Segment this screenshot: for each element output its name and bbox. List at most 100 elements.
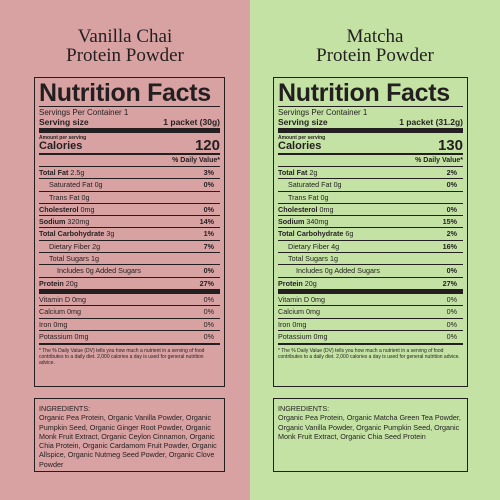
ingredients-text: Organic Pea Protein, Organic Vanilla Pow… bbox=[39, 413, 217, 469]
amount-per-serving: Amount per serving bbox=[39, 135, 87, 141]
nutrient-name: Cholesterol bbox=[39, 204, 79, 214]
serving-size-label: Serving size bbox=[39, 117, 89, 127]
nutrient-name: Includes bbox=[296, 266, 323, 276]
nutrient-row-added-sugars: Includes 0g Added Sugars 0% bbox=[39, 264, 220, 276]
vitamin-dv: 0% bbox=[203, 294, 214, 304]
nutrient-row-trans-fat: Trans Fat 0g bbox=[39, 190, 220, 203]
nutrient-amount: 20g bbox=[304, 278, 317, 288]
nutrient-dv: 0% bbox=[446, 204, 457, 214]
vitamin-row: Calcium 0mg 0% bbox=[39, 305, 220, 317]
nutrient-name: Protein bbox=[39, 278, 64, 288]
nutrition-facts-label: Nutrition Facts Servings Per Container 1… bbox=[34, 77, 225, 387]
nutrient-amount: 1g bbox=[329, 254, 338, 264]
vitamin-name: Vitamin D 0mg bbox=[278, 294, 326, 304]
nutrient-name: Saturated Fat bbox=[288, 180, 332, 190]
calories-label: Calories bbox=[39, 140, 83, 152]
product-title: Vanilla Chai Protein Powder bbox=[0, 27, 250, 65]
nutrient-amount: 6g bbox=[345, 229, 354, 239]
nutrient-row-dietary-fiber: Dietary Fiber 4g 16% bbox=[278, 239, 463, 252]
nutrient-dv: 14% bbox=[199, 217, 214, 227]
nutrient-amount: 3g bbox=[106, 229, 115, 239]
vitamin-row: Calcium 0mg 0% bbox=[278, 305, 463, 317]
nutrient-amount: 340mg bbox=[306, 217, 329, 227]
nutrient-amount: 0g bbox=[81, 192, 90, 202]
nutrient-amount: 20g bbox=[65, 278, 78, 288]
nutrient-dv bbox=[214, 192, 220, 203]
nutrient-name: Dietary Fiber bbox=[49, 241, 91, 251]
nutrient-row-saturated-fat: Saturated Fat 0g 0% bbox=[278, 178, 463, 190]
nutrient-row-added-sugars: Includes 0g Added Sugars 0% bbox=[278, 264, 463, 276]
nutrition-facts-label: Nutrition Facts Servings Per Container 1… bbox=[273, 77, 468, 387]
vitamin-dv: 0% bbox=[446, 294, 457, 304]
nutrient-name: Total Fat bbox=[278, 168, 308, 177]
daily-value-footnote: * The % Daily Value (DV) tells you how m… bbox=[278, 347, 460, 360]
nutrient-row-total-sugars: Total Sugars 1g bbox=[39, 252, 220, 264]
vitamin-name: Iron 0mg bbox=[39, 319, 68, 329]
nutrient-amount: 2g bbox=[309, 168, 318, 177]
vitamin-name: Calcium 0mg bbox=[278, 307, 320, 317]
vitamin-row: Iron 0mg 0% bbox=[278, 317, 463, 330]
calories-value: 130 bbox=[437, 137, 463, 154]
vitamin-dv: 0% bbox=[203, 307, 214, 317]
servings-per-container: Servings Per Container 1 bbox=[278, 108, 368, 117]
nutrient-name: Protein bbox=[278, 278, 303, 288]
nutrient-row-total-carbohydrate: Total Carbohydrate 3g 1% bbox=[39, 227, 220, 239]
vitamins-section: Vitamin D 0mg 0% Calcium 0mg 0% Iron 0mg… bbox=[39, 294, 220, 343]
vitamin-dv: 0% bbox=[203, 332, 214, 342]
nutrient-dv: 7% bbox=[203, 241, 214, 251]
vitamin-name: Iron 0mg bbox=[278, 319, 307, 329]
vitamin-dv: 0% bbox=[203, 319, 214, 329]
calories-row: Calories 120 bbox=[39, 138, 220, 153]
nutrient-name: Total Sugars bbox=[49, 254, 89, 264]
vitamin-name: Potassium 0mg bbox=[278, 332, 328, 342]
nutrient-dv bbox=[214, 253, 220, 264]
nutrient-amount: 2.5g bbox=[70, 168, 85, 177]
nutrient-row-cholesterol: Cholesterol 0mg 0% bbox=[39, 202, 220, 215]
nutrient-amount: 320mg bbox=[67, 217, 90, 227]
vitamin-row: Iron 0mg 0% bbox=[39, 317, 220, 330]
vitamin-row: Potassium 0mg 0% bbox=[278, 330, 463, 342]
nutrient-dv: 27% bbox=[199, 278, 214, 288]
nutrient-row-total-carbohydrate: Total Carbohydrate 6g 2% bbox=[278, 227, 463, 239]
nutrient-dv bbox=[457, 253, 463, 264]
servings-per-container: Servings Per Container 1 bbox=[39, 108, 129, 117]
nutrient-dv: 2% bbox=[446, 168, 457, 177]
vitamin-row: Vitamin D 0mg 0% bbox=[39, 294, 220, 305]
nutrient-dv: 2% bbox=[446, 229, 457, 239]
nutrient-row-protein: Protein 20g 27% bbox=[39, 276, 220, 289]
nutrient-amount: 0g bbox=[320, 192, 329, 202]
serving-size-value: 1 packet (30g) bbox=[163, 117, 220, 127]
nutrient-dv: 16% bbox=[442, 241, 457, 251]
vitamin-name: Calcium 0mg bbox=[39, 307, 81, 317]
nutrient-row-sodium: Sodium 320mg 14% bbox=[39, 215, 220, 227]
nutrient-row-cholesterol: Cholesterol 0mg 0% bbox=[278, 202, 463, 215]
ingredients-box: INGREDIENTS: Organic Pea Protein, Organi… bbox=[34, 398, 225, 472]
nutrient-amount: 0mg bbox=[80, 204, 95, 214]
ingredients-box: INGREDIENTS: Organic Pea Protein, Organi… bbox=[273, 398, 468, 472]
nutrition-facts-heading: Nutrition Facts bbox=[278, 79, 450, 107]
nutrient-name: Cholesterol bbox=[278, 204, 318, 214]
nutrient-amount: 0g Added Sugars bbox=[324, 266, 380, 276]
nutrient-row-dietary-fiber: Dietary Fiber 2g 7% bbox=[39, 239, 220, 252]
vitamin-row: Potassium 0mg 0% bbox=[39, 330, 220, 342]
daily-value-header: % Daily Value* bbox=[415, 157, 463, 164]
nutrient-name: Sodium bbox=[39, 217, 66, 227]
product-title: Matcha Protein Powder bbox=[250, 27, 500, 65]
vitamin-dv: 0% bbox=[446, 307, 457, 317]
matcha-panel: Matcha Protein Powder Nutrition Facts Se… bbox=[250, 0, 500, 500]
vitamin-name: Potassium 0mg bbox=[39, 332, 89, 342]
nutrient-dv: 27% bbox=[442, 278, 457, 288]
nutrient-amount: 4g bbox=[331, 241, 340, 251]
nutrient-amount: 0g bbox=[94, 180, 103, 190]
calories-row: Calories 130 bbox=[278, 137, 463, 154]
nutrient-dv: 0% bbox=[446, 180, 457, 190]
serving-size-value: 1 packet (31.2g) bbox=[399, 117, 463, 127]
nutrient-amount: 0g bbox=[333, 180, 342, 190]
serving-size-row: Serving size 1 packet (30g) bbox=[39, 117, 220, 128]
ingredients-label: INGREDIENTS: bbox=[278, 404, 330, 413]
nutrient-dv: 0% bbox=[203, 180, 214, 190]
serving-size-label: Serving size bbox=[278, 117, 328, 127]
vitamin-dv: 0% bbox=[446, 332, 457, 342]
vitamin-row: Vitamin D 0mg 0% bbox=[278, 294, 463, 305]
nutrient-amount: 2g bbox=[92, 241, 101, 251]
